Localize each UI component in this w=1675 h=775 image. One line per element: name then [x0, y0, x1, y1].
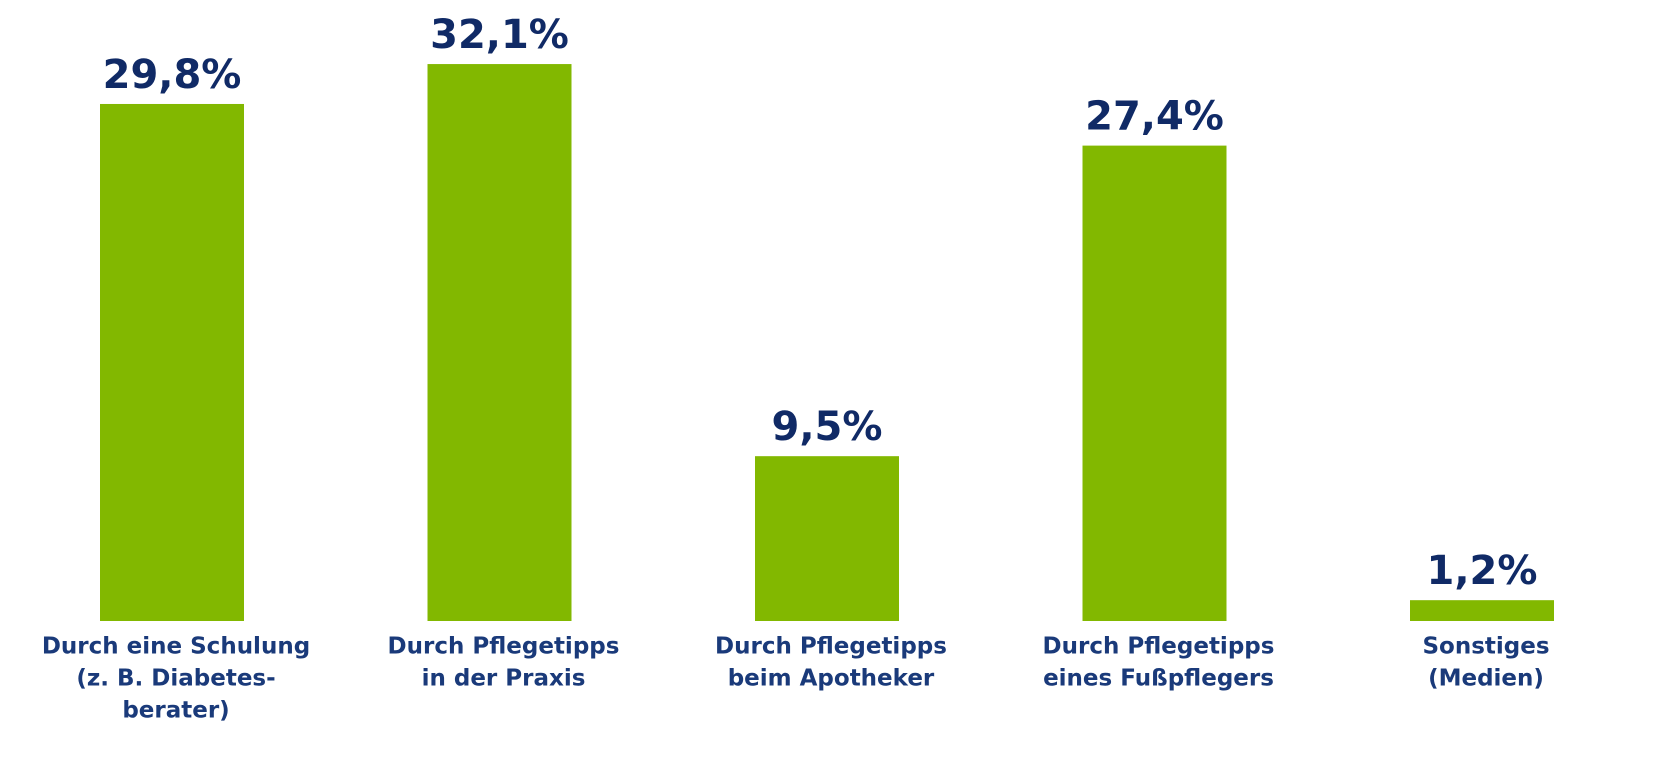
category-label: beim Apotheker	[728, 666, 935, 692]
category-label: Durch Pflegetipps	[715, 634, 947, 660]
category-label: (z. B. Diabetes-	[76, 666, 275, 692]
category-label: Durch Pflegetipps	[388, 634, 620, 660]
bar	[427, 64, 572, 621]
category-label: in der Praxis	[422, 666, 586, 692]
category-label: Durch Pflegetipps	[1043, 634, 1275, 660]
value-label: 27,4%	[1085, 94, 1224, 140]
category-label: eines Fußpflegers	[1043, 666, 1274, 692]
category-label: Sonstiges	[1422, 634, 1549, 660]
value-label: 1,2%	[1427, 548, 1538, 594]
category-label: berater)	[122, 698, 229, 724]
value-label: 32,1%	[430, 12, 569, 58]
bar	[1082, 145, 1227, 622]
category-label: Durch eine Schulung	[42, 634, 310, 660]
category-label: (Medien)	[1428, 666, 1544, 692]
bar	[1410, 600, 1554, 621]
value-label: 29,8%	[103, 52, 242, 98]
bar	[755, 456, 899, 621]
bar	[100, 103, 244, 622]
value-label: 9,5%	[772, 404, 883, 450]
